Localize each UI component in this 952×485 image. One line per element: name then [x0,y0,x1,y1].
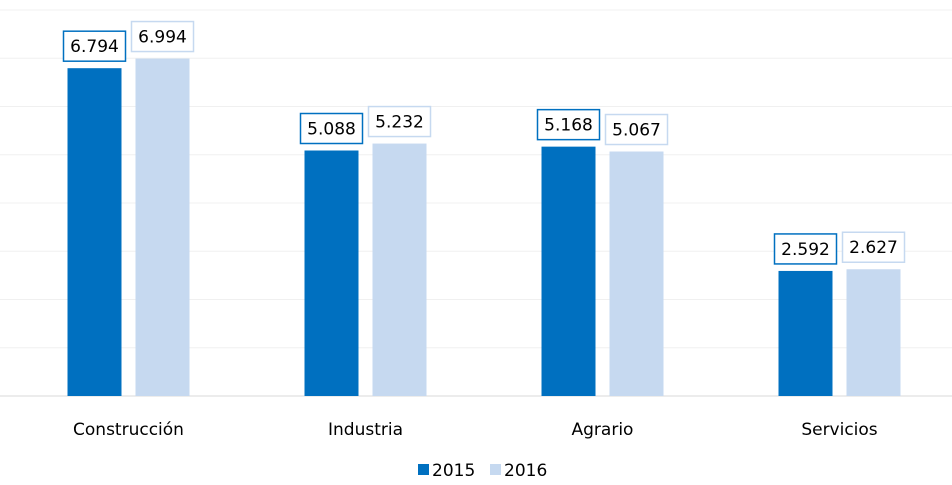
value-label: 2.592 [781,240,830,260]
bar [541,146,596,396]
value-label-box [299,112,364,145]
bar [67,68,122,396]
value-label: 5.232 [375,113,424,133]
value-label: 5.088 [307,120,356,140]
value-label-box [841,231,906,263]
bar [609,151,664,396]
bar [846,269,901,396]
value-label-box [62,30,127,62]
x-tick-label: Agrario [572,420,634,440]
legend-label: 2016 [504,461,547,481]
bar [135,58,190,397]
value-label-box [367,105,432,138]
value-label: 2.627 [849,238,898,258]
bar [778,270,833,396]
value-label: 5.168 [544,116,593,136]
value-label-box [130,20,195,53]
value-label-box [604,113,669,146]
value-label-box [773,233,838,265]
value-label: 6.994 [138,28,187,48]
x-tick-label: Industria [328,420,403,440]
x-tick-label: Servicios [801,420,877,440]
legend-swatch [490,464,501,475]
value-label: 5.067 [612,121,661,141]
legend-label: 2015 [432,461,475,481]
legend-swatch [418,464,429,475]
value-label-box [536,108,601,141]
bar [304,150,359,396]
x-tick-label: Construcción [73,420,184,440]
bar [372,143,427,396]
value-label: 6.794 [70,37,119,57]
